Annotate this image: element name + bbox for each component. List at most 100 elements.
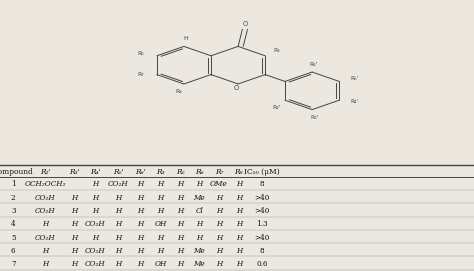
Text: 2: 2 xyxy=(11,194,16,202)
Text: H: H xyxy=(42,220,48,228)
Text: OH: OH xyxy=(155,260,167,268)
Text: H: H xyxy=(115,194,122,202)
Text: H: H xyxy=(137,247,144,255)
Text: Me: Me xyxy=(193,194,205,202)
Text: OH: OH xyxy=(155,220,167,228)
Text: Cl: Cl xyxy=(195,207,203,215)
Text: CO₂H: CO₂H xyxy=(85,220,106,228)
Text: H: H xyxy=(236,194,242,202)
Text: H: H xyxy=(177,247,183,255)
Text: 1.3: 1.3 xyxy=(256,220,268,228)
Text: H: H xyxy=(92,207,99,215)
Text: H: H xyxy=(177,220,183,228)
Text: O: O xyxy=(234,85,239,91)
Text: H: H xyxy=(42,247,48,255)
Text: Me: Me xyxy=(193,247,205,255)
Text: CO₂H: CO₂H xyxy=(85,260,106,268)
Text: 7: 7 xyxy=(11,260,16,268)
Text: H: H xyxy=(137,207,144,215)
Text: R₂': R₂' xyxy=(272,105,281,110)
Text: H: H xyxy=(216,194,222,202)
Text: >40: >40 xyxy=(254,234,270,241)
Text: IC₅₀ (μM): IC₅₀ (μM) xyxy=(244,168,280,176)
Text: H: H xyxy=(157,234,164,241)
Text: H: H xyxy=(177,234,183,241)
Text: R₈: R₈ xyxy=(235,168,243,176)
Text: H: H xyxy=(177,194,183,202)
Text: R₃': R₃' xyxy=(69,168,80,176)
Text: >40: >40 xyxy=(254,194,270,202)
Text: H: H xyxy=(216,260,222,268)
Text: R₅': R₅' xyxy=(113,168,124,176)
Text: H: H xyxy=(196,234,202,241)
Text: H: H xyxy=(115,260,122,268)
Text: H: H xyxy=(92,194,99,202)
Text: H: H xyxy=(71,207,77,215)
Text: R₆': R₆' xyxy=(135,168,146,176)
Text: R₇: R₇ xyxy=(215,168,223,176)
Text: H: H xyxy=(236,247,242,255)
Text: H: H xyxy=(115,220,122,228)
Text: H: H xyxy=(115,247,122,255)
Text: H: H xyxy=(71,220,77,228)
Text: H: H xyxy=(216,220,222,228)
Text: 5: 5 xyxy=(11,234,16,241)
Text: H: H xyxy=(236,207,242,215)
Text: H: H xyxy=(157,194,164,202)
Text: H: H xyxy=(92,234,99,241)
Text: CO₂H: CO₂H xyxy=(108,180,129,188)
Text: R₇: R₇ xyxy=(138,72,145,77)
Text: Compound: Compound xyxy=(0,168,34,176)
Text: H: H xyxy=(196,180,202,188)
Text: H: H xyxy=(157,180,164,188)
Text: R₃: R₃ xyxy=(156,168,165,176)
Text: R₅: R₅ xyxy=(176,168,184,176)
Text: OCH₂OCH₂: OCH₂OCH₂ xyxy=(24,180,66,188)
Text: R₃: R₃ xyxy=(273,48,280,53)
Text: H: H xyxy=(115,207,122,215)
Text: Me: Me xyxy=(193,260,205,268)
Text: H: H xyxy=(216,234,222,241)
Text: 3: 3 xyxy=(11,207,16,215)
Text: H: H xyxy=(177,260,183,268)
Text: H: H xyxy=(42,260,48,268)
Text: H: H xyxy=(71,247,77,255)
Text: H: H xyxy=(71,260,77,268)
Text: H: H xyxy=(236,180,242,188)
Text: R₅': R₅' xyxy=(351,76,359,81)
Text: R₂': R₂' xyxy=(40,168,50,176)
Text: H: H xyxy=(183,36,188,41)
Text: H: H xyxy=(177,207,183,215)
Text: H: H xyxy=(92,180,99,188)
Text: H: H xyxy=(236,220,242,228)
Text: R₄': R₄' xyxy=(90,168,101,176)
Text: H: H xyxy=(216,207,222,215)
Text: 4: 4 xyxy=(11,220,16,228)
Text: CO₂H: CO₂H xyxy=(35,234,55,241)
Text: H: H xyxy=(115,234,122,241)
Text: R₆': R₆' xyxy=(310,62,318,67)
Text: H: H xyxy=(71,234,77,241)
Text: H: H xyxy=(157,207,164,215)
Text: H: H xyxy=(236,260,242,268)
Text: 0.6: 0.6 xyxy=(256,260,268,268)
Text: R₆: R₆ xyxy=(195,168,204,176)
Text: O: O xyxy=(243,21,248,27)
Text: CO₂H: CO₂H xyxy=(35,207,55,215)
Text: >40: >40 xyxy=(254,207,270,215)
Text: H: H xyxy=(137,260,144,268)
Text: H: H xyxy=(157,247,164,255)
Text: H: H xyxy=(137,180,144,188)
Text: H: H xyxy=(177,180,183,188)
Text: H: H xyxy=(137,220,144,228)
Text: H: H xyxy=(196,220,202,228)
Text: 6: 6 xyxy=(11,247,16,255)
Text: R₈: R₈ xyxy=(175,89,182,94)
Text: 8: 8 xyxy=(260,180,264,188)
Text: OMe: OMe xyxy=(210,180,228,188)
Text: 8: 8 xyxy=(260,247,264,255)
Text: H: H xyxy=(216,247,222,255)
Text: H: H xyxy=(236,234,242,241)
Text: 1: 1 xyxy=(11,180,16,188)
Text: CO₂H: CO₂H xyxy=(35,194,55,202)
